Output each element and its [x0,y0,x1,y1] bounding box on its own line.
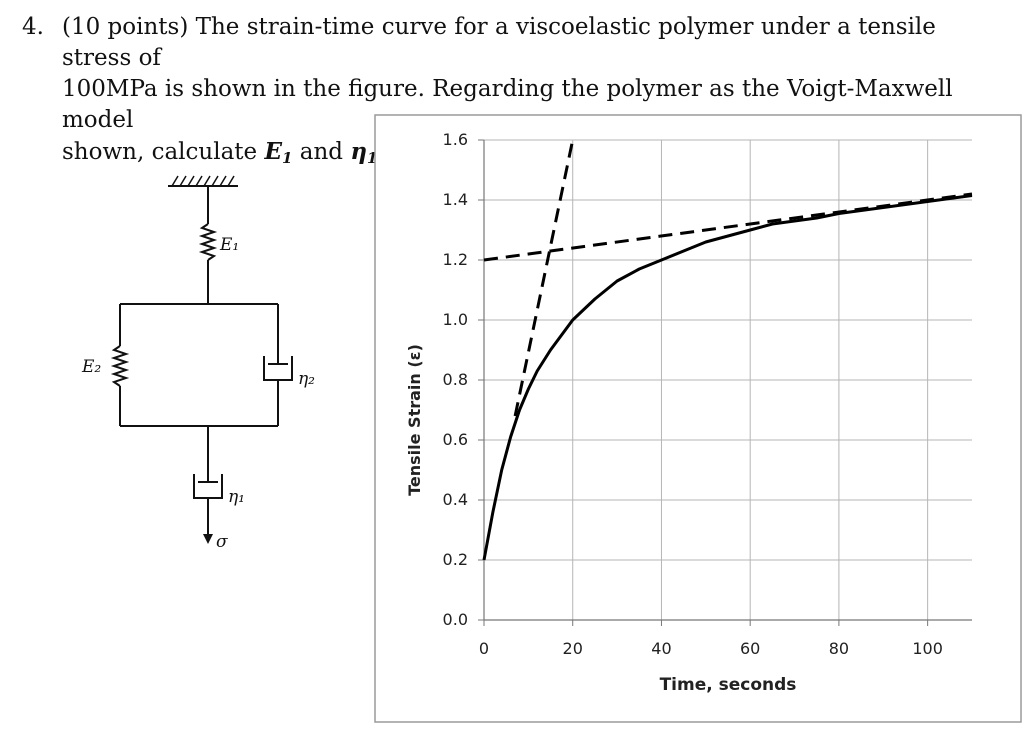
y-tick-label: 1.2 [443,250,468,269]
e1-letter: E [264,138,282,165]
problem-statement: 4. (10 points) The strain-time curve for… [22,12,1007,174]
x-tick-label: 100 [912,639,943,658]
eta1-symbol: η1 [350,138,378,167]
label-eta2: η₂ [298,369,315,389]
label-eta1: η₁ [228,487,245,507]
problem-line-1: (10 points) The strain-time curve for a … [62,14,936,71]
chart-tick-labels: 0.0 0.2 0.4 0.6 0.8 1.0 1.2 1.4 1.6 0 20 40 60 80 100 [443,130,943,658]
chart-frame [374,114,1022,723]
x-axis-label: Time, seconds [660,675,797,695]
stress-arrow [203,534,213,544]
x-tick-label: 20 [563,639,583,658]
problem-line-3: shown, calculate E1 and η1. [62,136,1007,174]
connector-text: and [292,139,351,165]
x-tick-label: 40 [651,639,671,658]
y-axis-label: Tensile Strain (ε) [405,344,424,496]
chart-axes [478,139,972,626]
y-tick-label: 0.0 [443,610,468,629]
y-tick-label: 0.2 [443,550,468,569]
voigt-maxwell-model-diagram: E₁ E₂ η₂ η₁ σ [81,175,315,552]
e1-subscript: 1 [282,149,293,167]
problem-body: (10 points) The strain-time curve for a … [62,12,1007,174]
y-tick-label: 0.6 [443,430,468,449]
spring-e2 [110,345,130,387]
strain-time-chart: 0.00.20.40.60.81.01.21.41.60 20 40 60 80 100 … [374,114,1022,723]
y-tick-label: 0.8 [443,370,468,389]
problem-line-2: 100MPa is shown in the figure. Regarding… [62,76,953,133]
eta1-subscript: 1 [367,149,378,167]
spring-e1 [198,223,218,261]
tangent-line-1 [483,192,973,262]
label-e2: E₂ [81,357,101,377]
wall-hatching [171,175,235,187]
label-e1: E₁ [219,235,239,255]
problem-number: 4. [22,14,44,40]
y-tick-label: 1.4 [443,190,468,209]
strain-curve [482,194,973,561]
y-tick-label: 1.0 [443,310,468,329]
e1-symbol: E1 [264,138,293,167]
x-tick-label: 60 [740,639,760,658]
chart-grid [484,139,972,620]
eta1-letter: η [350,138,368,165]
label-sigma: σ [216,532,228,552]
problem-line-3-text: shown, calculate [62,139,265,165]
y-tick-label: 1.6 [443,130,468,149]
x-tick-label: 0 [479,639,489,658]
tangent-line-2 [513,139,575,417]
chart-series [482,139,973,561]
y-tick-label: 0.4 [443,490,468,509]
x-tick-label: 80 [829,639,849,658]
